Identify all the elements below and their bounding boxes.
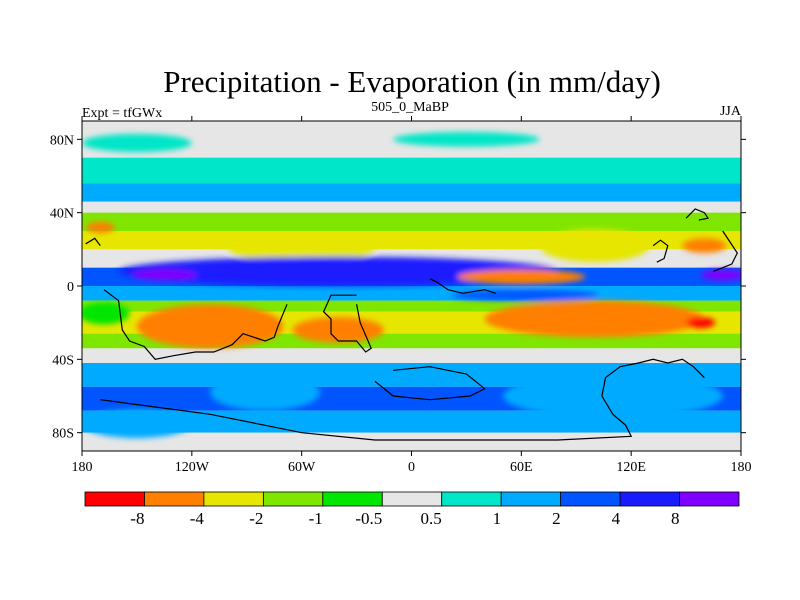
labelbar-level: 8 [671, 509, 680, 528]
subtitle-left: Expt = tfGWx [82, 106, 162, 121]
chart-title: Precipitation - Evaporation (in mm/day) [163, 64, 661, 99]
field-anomaly [82, 133, 192, 153]
field-anomaly [539, 229, 650, 263]
labelbar-box [560, 491, 621, 507]
labelbar-box [679, 491, 740, 507]
x-tick-label: 120W [175, 460, 210, 475]
labelbar-box [144, 491, 205, 507]
coastline [103, 289, 288, 360]
x-tick-label: 180 [731, 460, 752, 475]
coastline [85, 237, 101, 247]
field-anomaly [451, 289, 599, 301]
field-band [82, 183, 741, 202]
labelbar-level: 0.5 [420, 509, 441, 528]
field-band [82, 432, 741, 451]
field-anomaly [393, 132, 540, 147]
labelbar-level: 2 [552, 509, 561, 528]
subtitle-right: JJA [720, 104, 742, 119]
field-band [82, 300, 741, 312]
coastlines [85, 208, 738, 441]
field-anomaly [292, 317, 385, 343]
labelbar-level: -8 [130, 509, 144, 528]
labelbar-box [619, 491, 680, 507]
precip-field [82, 121, 741, 451]
y-tick-label: 40N [50, 207, 74, 222]
x-tick-label: 180 [72, 460, 93, 475]
labelbar-level: -0.5 [355, 509, 382, 528]
field-anomaly [457, 269, 586, 285]
field-anomaly [682, 238, 727, 254]
coastline [713, 230, 738, 272]
labelbar: -8 -4 -2 -1 -0.5 0.5 1 2 4 8 [84, 491, 740, 528]
coastline [685, 208, 709, 221]
subtitle-center: 505_0_MaBP [371, 100, 449, 115]
field-band [82, 348, 741, 363]
labelbar-level: 1 [493, 509, 502, 528]
x-tick-label: 0 [408, 460, 415, 475]
field-anomaly [210, 374, 320, 411]
field-anomaly [136, 304, 284, 349]
coastline [429, 278, 496, 294]
field-anomaly [85, 221, 115, 233]
coastline [100, 358, 705, 441]
field-anomaly [503, 374, 723, 418]
field-anomaly [228, 236, 375, 263]
field-anomaly [82, 302, 130, 325]
field-anomaly [700, 269, 741, 281]
labelbar-box [500, 491, 562, 507]
field-anomalies [82, 132, 741, 439]
x-tick-label: 60E [510, 460, 533, 475]
labelbar-level: -1 [309, 509, 323, 528]
y-tick-label: 80N [50, 133, 74, 148]
field-anomaly [118, 256, 558, 287]
labelbar-level: -2 [249, 509, 263, 528]
field-anomaly [686, 317, 716, 329]
field-band [82, 157, 741, 184]
labelbar-level: -4 [190, 509, 205, 528]
y-tick-label: 0 [67, 280, 74, 295]
labelbar-box [441, 491, 502, 507]
x-tick-label: 120E [616, 460, 646, 475]
y-tick-label: 80S [52, 427, 74, 442]
x-tick-label: 60W [288, 460, 316, 475]
axis-ticks: 180 120W 60W 0 60E 120E 180 80N 40N 0 40S 80S [50, 116, 752, 475]
coastline [374, 366, 486, 401]
labelbar-box [203, 491, 264, 507]
field-anomaly [484, 300, 705, 338]
field-band [82, 286, 741, 301]
coastline [322, 294, 372, 353]
y-tick-label: 40S [52, 353, 74, 368]
labelbar-box [322, 491, 383, 507]
labelbar-box [262, 491, 324, 507]
field-anomaly [82, 408, 192, 439]
coastline [652, 239, 669, 263]
field-band [82, 201, 741, 213]
labelbar-box [84, 491, 145, 507]
field-band [82, 212, 741, 231]
field-anomaly [131, 269, 198, 281]
labelbar-level: 4 [612, 509, 621, 528]
labelbar-box [381, 491, 443, 507]
